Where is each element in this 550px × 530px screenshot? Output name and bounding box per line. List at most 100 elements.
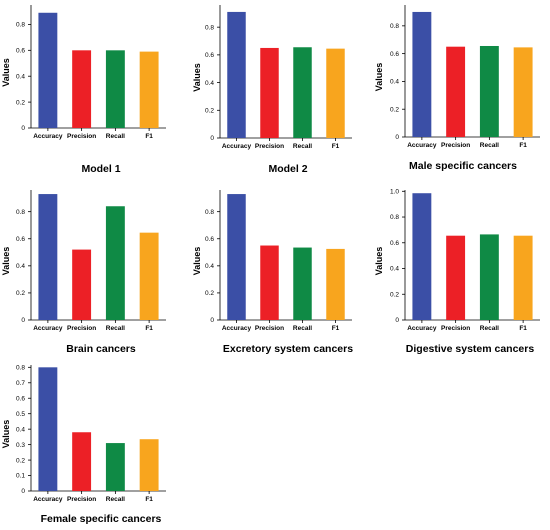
y-tick-label: 0.2 bbox=[16, 99, 25, 106]
x-tick-label: F1 bbox=[332, 325, 340, 332]
x-tick-label: F1 bbox=[145, 133, 153, 140]
x-tick-label: Recall bbox=[293, 143, 312, 150]
bar-accuracy bbox=[412, 193, 432, 320]
bar-precision bbox=[260, 245, 279, 320]
x-tick-label: F1 bbox=[519, 142, 527, 149]
chart-title: Model 2 bbox=[268, 163, 307, 175]
bar-recall bbox=[479, 45, 499, 138]
x-tick-label: F1 bbox=[145, 496, 153, 503]
chart-title: Excretory system cancers bbox=[223, 343, 353, 355]
x-tick-label: Recall bbox=[480, 142, 499, 149]
bar-f1 bbox=[513, 235, 533, 320]
x-tick-label: Accuracy bbox=[222, 143, 252, 150]
x-tick-label: Precision bbox=[67, 325, 96, 332]
y-tick-label: 0 bbox=[21, 317, 25, 324]
y-tick-label: 0 bbox=[21, 125, 25, 132]
x-tick-label: Accuracy bbox=[222, 325, 252, 332]
bar-precision bbox=[72, 50, 92, 128]
bar-precision bbox=[446, 46, 466, 137]
bar-precision bbox=[72, 249, 92, 320]
y-tick-label: 0.8 bbox=[390, 214, 399, 221]
x-tick-label: Recall bbox=[480, 325, 499, 332]
y-tick-label: 0.4 bbox=[390, 266, 399, 273]
y-tick-label: 0 bbox=[395, 317, 399, 324]
bar-accuracy bbox=[227, 11, 246, 138]
y-tick-label: 0.4 bbox=[390, 79, 399, 86]
y-tick-label: 0.2 bbox=[205, 290, 214, 297]
y-tick-label: 1.0 bbox=[390, 188, 399, 195]
x-tick-label: Precision bbox=[255, 143, 284, 150]
bar-accuracy bbox=[38, 12, 58, 129]
y-tick-label: 0.4 bbox=[16, 426, 25, 433]
y-tick-label: 0.2 bbox=[205, 107, 214, 114]
y-tick-label: 0.2 bbox=[390, 106, 399, 113]
y-tick-label: 0.4 bbox=[16, 263, 25, 270]
x-tick-label: F1 bbox=[145, 325, 153, 332]
chart-panel: 0 0.2 0.4 0.6 0.8 1.0 Values Accuracy Precision R… bbox=[374, 188, 540, 355]
y-tick-label: 0.7 bbox=[16, 380, 25, 387]
x-tick-label: Accuracy bbox=[33, 496, 63, 503]
x-tick-label: Precision bbox=[67, 496, 96, 503]
chart-title: Male specific cancers bbox=[409, 160, 517, 172]
y-tick-label: 0.8 bbox=[390, 23, 399, 30]
y-axis-label: Values bbox=[374, 247, 384, 276]
x-tick-label: Recall bbox=[293, 325, 312, 332]
bar-recall bbox=[105, 443, 125, 491]
x-tick-label: Precision bbox=[441, 142, 470, 149]
y-tick-label: 0.4 bbox=[205, 80, 214, 87]
y-axis-label: Values bbox=[1, 58, 11, 87]
x-tick-label: Precision bbox=[255, 325, 284, 332]
x-tick-label: Accuracy bbox=[33, 133, 63, 140]
y-tick-label: 0.6 bbox=[390, 240, 399, 247]
y-axis-label: Values bbox=[1, 420, 11, 449]
y-tick-label: 0.2 bbox=[16, 457, 25, 464]
y-tick-label: 0 bbox=[395, 134, 399, 141]
y-tick-label: 0.8 bbox=[16, 209, 25, 216]
chart-panel: 0 0.1 0.2 0.3 0.4 0.5 0.6 0.7 0.8 Values Accuracy P… bbox=[1, 365, 166, 525]
bar-precision bbox=[446, 235, 466, 320]
y-tick-label: 0.6 bbox=[16, 48, 25, 55]
y-tick-label: 0.4 bbox=[205, 263, 214, 270]
y-axis-label: Values bbox=[374, 63, 384, 92]
x-tick-label: Accuracy bbox=[407, 325, 437, 332]
y-axis-label: Values bbox=[192, 63, 202, 92]
bar-f1 bbox=[513, 47, 533, 137]
chart-title: Model 1 bbox=[81, 163, 120, 175]
y-tick-label: 0.2 bbox=[390, 291, 399, 298]
y-tick-label: 0.2 bbox=[16, 290, 25, 297]
y-tick-label: 0.1 bbox=[16, 473, 25, 480]
x-tick-label: F1 bbox=[332, 143, 340, 150]
x-tick-label: Accuracy bbox=[33, 325, 63, 332]
bar-precision bbox=[260, 47, 279, 138]
y-tick-label: 0.8 bbox=[205, 24, 214, 31]
bar-f1 bbox=[326, 248, 345, 320]
bar-f1 bbox=[139, 51, 159, 128]
x-tick-label: Precision bbox=[67, 133, 96, 140]
y-tick-label: 0.6 bbox=[205, 236, 214, 243]
y-tick-label: 0.6 bbox=[16, 236, 25, 243]
bar-f1 bbox=[139, 439, 159, 491]
y-axis-label: Values bbox=[1, 247, 11, 276]
chart-title: Digestive system cancers bbox=[406, 343, 535, 355]
y-tick-label: 0.4 bbox=[16, 73, 25, 80]
bar-accuracy bbox=[38, 367, 58, 491]
x-tick-label: Precision bbox=[441, 325, 470, 332]
bar-f1 bbox=[326, 48, 345, 138]
y-tick-label: 0 bbox=[210, 317, 214, 324]
bar-accuracy bbox=[227, 194, 246, 320]
x-tick-label: Accuracy bbox=[407, 142, 437, 149]
x-tick-label: Recall bbox=[106, 496, 125, 503]
chart-title: Female specific cancers bbox=[41, 513, 162, 525]
bar-accuracy bbox=[38, 194, 58, 320]
bar-recall bbox=[105, 206, 125, 320]
y-tick-label: 0.3 bbox=[16, 442, 25, 449]
y-axis-label: Values bbox=[192, 247, 202, 276]
bar-recall bbox=[293, 47, 312, 139]
y-tick-label: 0.8 bbox=[16, 365, 25, 372]
